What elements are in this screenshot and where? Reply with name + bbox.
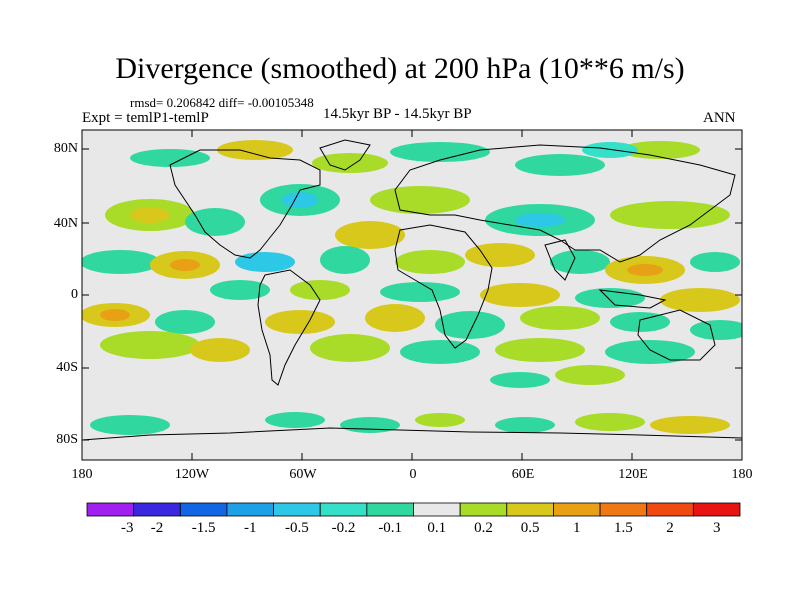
lat-label-40s: 40S [56,360,78,375]
lon-label-120e: 120E [618,467,648,482]
colorbar-box [273,502,321,517]
lon-label-120w: 120W [174,467,210,482]
colorbar-label: 3 [712,520,721,536]
axis-ticks [82,130,742,460]
colorbar-label: -1 [244,520,257,536]
lon-label-60e: 60E [511,467,535,482]
lon-label-60w: 60W [289,467,317,482]
season-label: ANN [703,110,736,126]
colorbar-label: -1.5 [191,520,216,536]
experiment-label: Expt = temlP1-temlP [82,110,209,126]
lat-label-80s: 80S [56,432,78,447]
colorbar-box [226,502,274,517]
colorbar-label: 1 [573,520,581,536]
colorbar-label: -0.2 [331,520,356,536]
colorbar-label: -3 [121,520,134,536]
stats-text: rmsd= 0.206842 diff= -0.00105348 [130,95,314,110]
coastlines [82,139,742,441]
lat-label-40n: 40N [53,216,78,231]
colorbar-box [86,502,135,517]
colorbar-box [179,502,228,517]
lon-label-180w: 180 [71,467,93,482]
colorbar-box [319,502,368,517]
colorbar [86,502,741,517]
colorbar-label: -0.1 [378,520,403,536]
colorbar-label: 0.1 [427,520,447,536]
colorbar-label: -2 [150,520,164,536]
colorbar-box [506,502,554,517]
colorbar-box [692,502,741,517]
lon-label-0: 0 [409,467,417,482]
colorbar-label: 0.2 [474,520,493,536]
colorbar-label: 0.5 [520,520,540,536]
lat-label-0: 0 [71,287,78,302]
lat-label-80n: 80N [53,141,78,156]
colorbar-box [646,502,694,517]
colorbar-box [459,502,508,517]
colorbar-box [599,502,648,517]
lon-label-180e: 180 [731,467,753,482]
colorbar-label: 1.5 [614,520,633,536]
colorbar-label: -0.5 [285,520,309,536]
period-label: 14.5kyr BP - 14.5kyr BP [323,106,472,122]
colorbar-box [413,502,461,517]
colorbar-box [133,502,181,517]
colorbar-box [366,502,414,517]
map-title: Divergence (smoothed) at 200 hPa (10**6 … [115,52,685,85]
colorbar-label: 2 [666,520,674,536]
colorbar-box [553,502,601,517]
